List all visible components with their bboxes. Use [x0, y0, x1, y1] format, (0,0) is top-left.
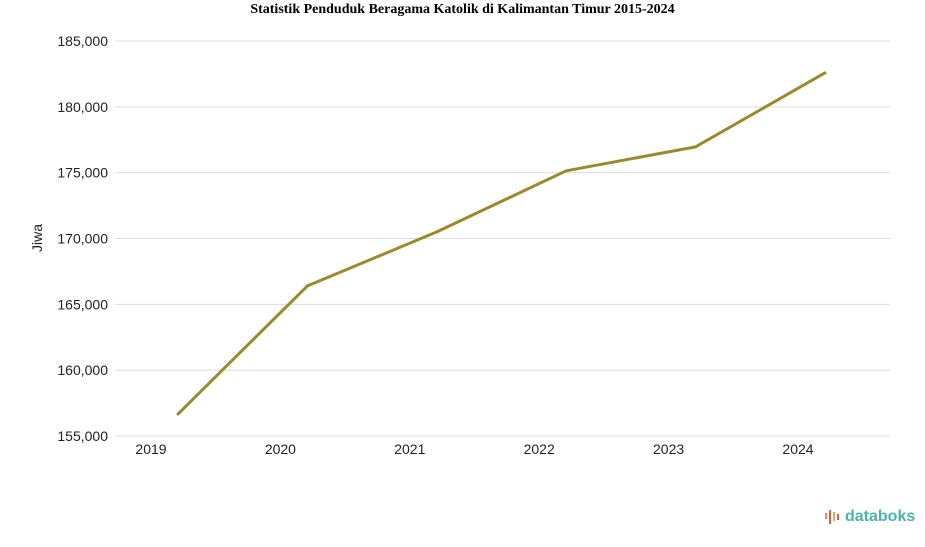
- data-point: [176, 412, 180, 416]
- y-tick-label: 155,000: [57, 428, 108, 444]
- x-tick-label: 2024: [782, 441, 813, 457]
- databoks-logo: databoks: [824, 508, 915, 526]
- x-tick-label: 2021: [394, 441, 425, 457]
- data-point: [823, 71, 827, 75]
- y-tick-label: 180,000: [57, 99, 108, 115]
- chart-title: Statistik Penduduk Beragama Katolik di K…: [250, 2, 675, 17]
- y-tick-label: 175,000: [57, 165, 108, 181]
- y-axis-label: Jiwa: [29, 224, 45, 252]
- data-point: [694, 145, 698, 149]
- x-tick-label: 2020: [265, 441, 296, 457]
- x-tick-label: 2019: [135, 441, 166, 457]
- y-tick-label: 165,000: [57, 296, 108, 312]
- y-tick-label: 170,000: [57, 231, 108, 247]
- series-line: [176, 71, 826, 416]
- x-tick-label: 2023: [653, 441, 684, 457]
- data-point: [435, 230, 439, 234]
- y-tick-label: 160,000: [57, 362, 108, 378]
- logo-bars-icon: [825, 510, 839, 524]
- logo-text: databoks: [845, 508, 916, 525]
- data-point: [564, 169, 568, 173]
- data-point: [305, 284, 309, 288]
- x-tick-label: 2022: [524, 441, 555, 457]
- y-tick-label: 185,000: [57, 33, 108, 49]
